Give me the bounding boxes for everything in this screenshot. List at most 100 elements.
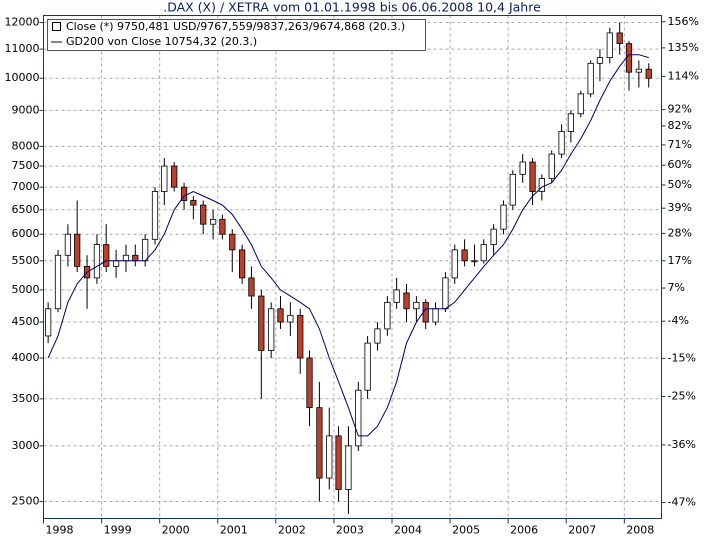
y-tick-label: 8000 <box>12 139 40 152</box>
candle-body <box>142 238 149 262</box>
candle-body <box>519 161 526 175</box>
candle-body <box>471 260 478 263</box>
y-tick-label: 7500 <box>12 159 40 172</box>
candle-body <box>509 173 516 206</box>
y-tick-label: 2500 <box>12 495 40 508</box>
candle-body <box>306 357 313 409</box>
candle-body <box>432 308 439 323</box>
candle-body <box>171 165 178 188</box>
x-tick-label: 2005 <box>452 524 480 537</box>
x-tick-label: 2007 <box>568 524 596 537</box>
y-tick-label: 4500 <box>12 315 40 328</box>
candle-body <box>587 62 594 95</box>
candle-body <box>74 233 81 267</box>
candle-body <box>355 389 362 447</box>
candle-body <box>548 153 555 179</box>
y-tick-label: 11000 <box>5 42 40 55</box>
candle-body <box>248 277 255 297</box>
candle-body <box>596 57 604 64</box>
candle-body <box>200 204 207 225</box>
candle-body <box>558 131 565 155</box>
candle-body <box>112 260 120 267</box>
candle-body <box>151 191 159 240</box>
y2-tick-label: 7% <box>668 281 685 294</box>
candle-body <box>374 328 381 344</box>
candle-body <box>625 43 633 73</box>
candle-body <box>258 295 265 351</box>
candle-body <box>442 277 449 310</box>
candle-body <box>161 165 168 192</box>
candle-body <box>297 314 304 359</box>
y-tick-label: 12000 <box>5 16 40 29</box>
candle-body <box>393 289 400 303</box>
candle-body <box>190 200 197 206</box>
candle-body <box>326 435 333 479</box>
y2-tick-label: 17% <box>668 254 692 267</box>
candle-body <box>403 292 410 310</box>
candle-body <box>287 314 294 323</box>
x-tick-label: 2001 <box>220 524 248 537</box>
y2-tick-label: -25% <box>668 390 696 403</box>
y-tick-label: 6000 <box>12 227 40 240</box>
x-tick-label: 2000 <box>162 524 190 537</box>
candle-body <box>635 68 642 73</box>
y2-tick-label: 60% <box>668 158 692 171</box>
chart-title: .DAX (X) / XETRA vom 01.01.1998 bis 06.0… <box>163 0 541 15</box>
x-tick-label: 2002 <box>278 524 306 537</box>
candle-body <box>132 254 139 262</box>
candle-body <box>54 254 62 310</box>
x-tick-label: 1999 <box>104 524 132 537</box>
candle-body <box>480 244 487 262</box>
candle-body <box>490 228 497 245</box>
y-tick-label: 5000 <box>12 283 40 296</box>
candle-body <box>538 178 545 192</box>
y2-tick-label: -15% <box>668 351 696 364</box>
candle-body <box>616 32 623 45</box>
y2-tick-label: -4% <box>668 314 689 327</box>
candle-body <box>529 161 536 192</box>
candle-body <box>461 249 468 262</box>
y-tick-label: 10000 <box>5 71 40 84</box>
x-tick-label: 2006 <box>510 524 538 537</box>
candle-body <box>64 233 72 256</box>
legend: Close (*) 9750,481 USD/9767,559/9837,263… <box>47 19 426 51</box>
legend-label: GD200 von Close 10754,32 (20.3.) <box>66 35 257 48</box>
candle-body <box>364 342 371 391</box>
y2-tick-label: 135% <box>668 41 699 54</box>
y2-tick-label: 39% <box>668 201 692 214</box>
x-tick-label: 1998 <box>46 524 74 537</box>
candle-body <box>45 308 52 337</box>
y-tick-label: 7000 <box>12 180 40 193</box>
gd200-line <box>47 54 649 437</box>
candle-body <box>316 407 323 479</box>
candle-body <box>606 32 613 58</box>
candle-body <box>500 204 507 230</box>
x-tick-label: 2004 <box>394 524 422 537</box>
candle-body <box>209 218 217 225</box>
candle-body <box>219 218 226 235</box>
y-tick-label: 3500 <box>12 392 40 405</box>
y2-tick-label: 71% <box>668 138 692 151</box>
x-tick-label: 2003 <box>336 524 364 537</box>
candle-body <box>645 68 652 79</box>
candle-body <box>335 435 342 490</box>
candle-body <box>229 233 236 251</box>
y-tick-label: 5500 <box>12 254 40 267</box>
candle-body <box>277 308 284 323</box>
candle-body <box>122 254 130 262</box>
candle-body <box>577 93 584 115</box>
y2-tick-label: -36% <box>668 438 696 451</box>
candle-body <box>384 301 391 330</box>
y2-tick-label: -47% <box>668 496 696 509</box>
candle-body <box>180 186 188 201</box>
candle-body <box>268 308 275 351</box>
candle-body <box>103 244 110 267</box>
y2-tick-label: 50% <box>668 178 692 191</box>
legend-label: Close (*) 9750,481 USD/9767,559/9837,263… <box>66 20 405 33</box>
y-tick-label: 3000 <box>12 439 40 452</box>
legend-box <box>47 19 426 51</box>
y2-tick-label: 82% <box>668 119 692 132</box>
y-tick-label: 9000 <box>12 103 40 116</box>
y-tick-label: 4000 <box>12 351 40 364</box>
